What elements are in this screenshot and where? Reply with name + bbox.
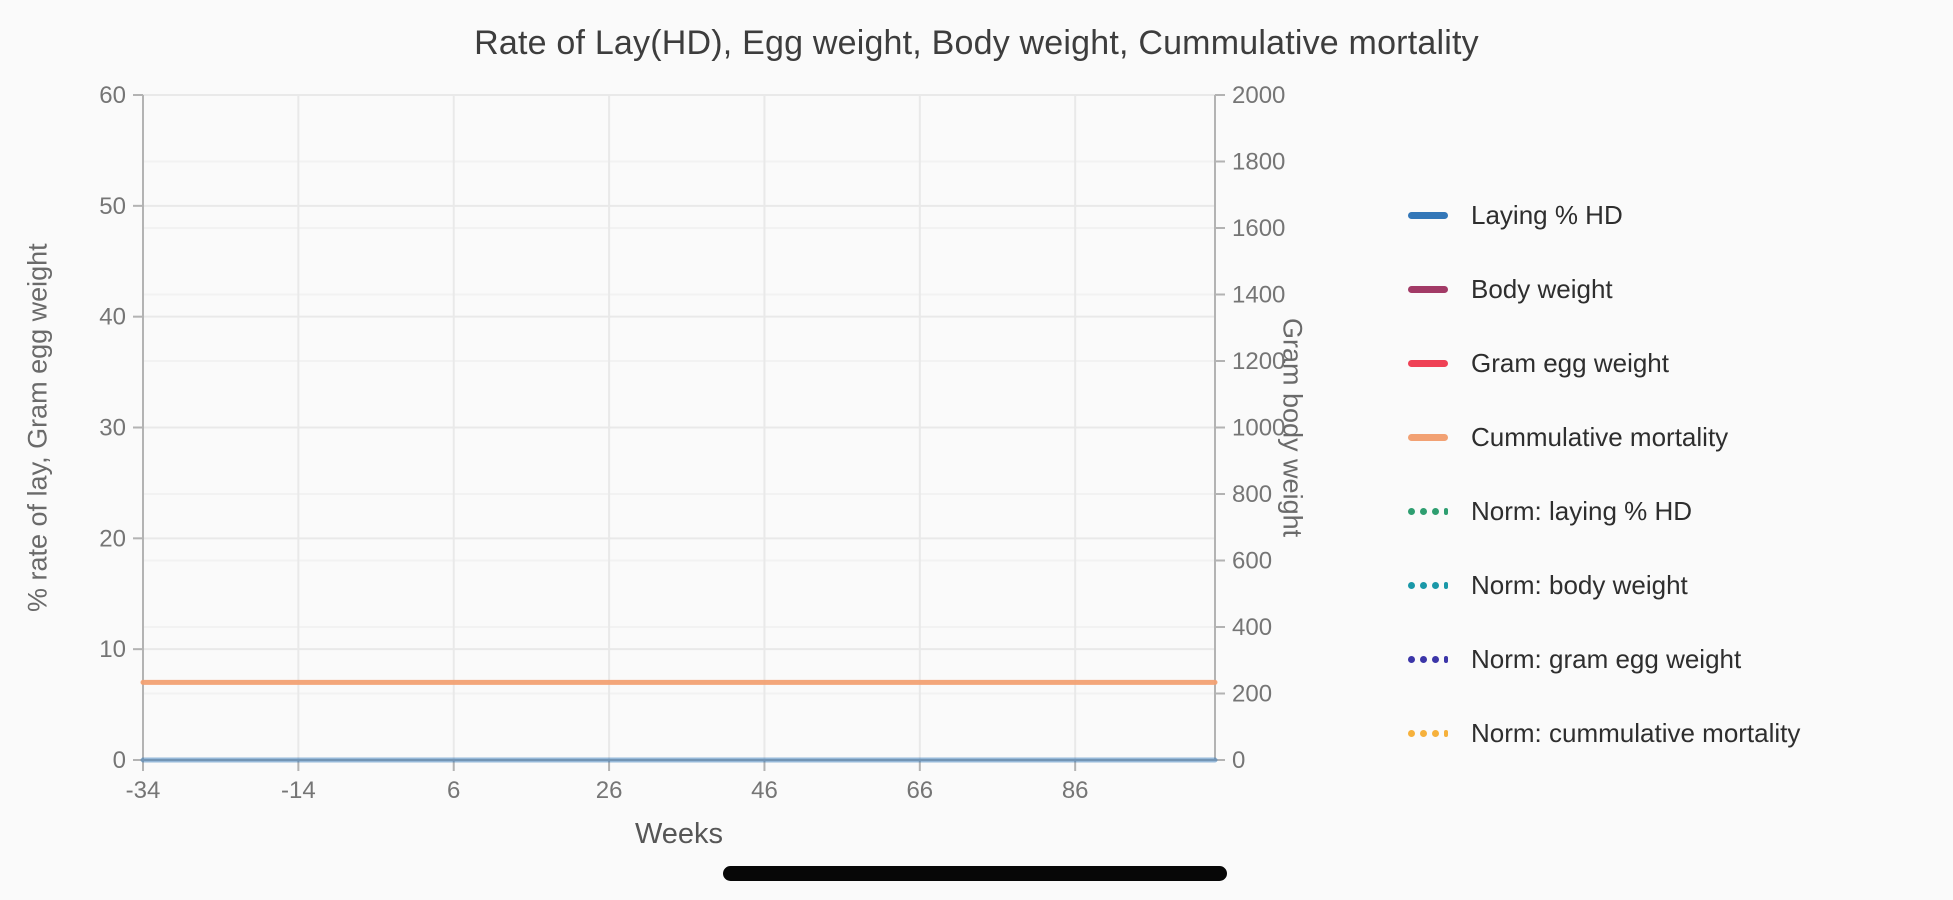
x-tick-label: 46 [751, 777, 778, 804]
x-tick-label: 86 [1062, 777, 1089, 804]
legend-item-norm-cummulative-mortality[interactable]: Norm: cummulative mortality [1408, 717, 1801, 748]
y-axis-right-title: Gram body weight [1277, 317, 1308, 538]
legend: Laying % HD Body weight Gram egg weight … [1408, 199, 1801, 748]
x-tick-label: 26 [596, 777, 623, 804]
y-right-tick-label: 800 [1232, 481, 1272, 508]
legend-item-label: Cummulative mortality [1471, 421, 1729, 452]
legend-swatch-solid-icon [1408, 433, 1448, 441]
legend-dot [1432, 729, 1439, 737]
legend-item-norm-gram-egg-weight[interactable]: Norm: gram egg weight [1408, 643, 1800, 674]
y-right-tick-label: 1600 [1232, 215, 1285, 242]
legend-item-label: Norm: laying % HD [1471, 495, 1693, 526]
legend-swatch-solid-icon [1408, 285, 1448, 293]
legend-dot [1408, 655, 1415, 663]
y-right-tick-label: 1400 [1232, 282, 1285, 309]
legend-dot [1444, 655, 1448, 663]
chart-canvas[interactable]: 0102030405060020040060080010001200140016… [0, 0, 1360, 860]
x-tick-label: -14 [281, 777, 316, 804]
legend-item-cummulative-mortality[interactable]: Cummulative mortality [1408, 421, 1800, 452]
y-left-tick-label: 40 [99, 304, 126, 331]
legend-dot [1408, 729, 1415, 737]
legend-item-label: Norm: gram egg weight [1471, 643, 1742, 674]
legend-swatch-solid-icon [1408, 359, 1448, 367]
y-right-tick-label: 2000 [1232, 82, 1285, 109]
chart-title: Rate of Lay(HD), Egg weight, Body weight… [474, 24, 1479, 62]
y-axis-left-title: % rate of lay, Gram egg weight [22, 243, 53, 612]
y-left-tick-label: 50 [99, 193, 126, 220]
y-left-tick-label: 10 [99, 636, 126, 663]
y-right-tick-label: 1200 [1232, 348, 1285, 375]
legend-item-body-weight[interactable]: Body weight [1408, 273, 1800, 304]
legend-dot [1432, 581, 1439, 589]
legend-swatch-dotted-icon [1408, 581, 1448, 589]
y-right-tick-label: 400 [1232, 614, 1272, 641]
y-right-tick-label: 1000 [1232, 415, 1285, 442]
y-left-tick-label: 20 [99, 525, 126, 552]
y-right-tick-label: 0 [1232, 747, 1245, 774]
legend-dot [1408, 581, 1415, 589]
legend-dot [1432, 655, 1439, 663]
x-tick-label: 66 [906, 777, 933, 804]
legend-dot [1420, 507, 1427, 515]
x-axis-title: Weeks [634, 818, 724, 850]
y-left-tick-label: 0 [113, 747, 126, 774]
legend-swatch-dotted-icon [1408, 655, 1448, 663]
legend-dot [1420, 581, 1427, 589]
legend-item-gram-egg-weight[interactable]: Gram egg weight [1408, 347, 1800, 378]
legend-dot [1420, 729, 1427, 737]
x-tick-label: -34 [126, 777, 161, 804]
legend-swatch-dotted-icon [1408, 729, 1448, 737]
legend-dot [1420, 655, 1427, 663]
y-right-tick-label: 600 [1232, 548, 1272, 575]
legend-item-label: Norm: body weight [1471, 569, 1688, 600]
legend-item-label: Gram egg weight [1471, 347, 1669, 378]
home-indicator-bar [723, 866, 1227, 881]
legend-item-norm-body-weight[interactable]: Norm: body weight [1408, 569, 1800, 600]
legend-item-label: Laying % HD [1471, 199, 1623, 230]
legend-swatch-dotted-icon [1408, 507, 1448, 515]
x-tick-label: 6 [447, 777, 460, 804]
y-left-tick-label: 60 [99, 82, 126, 109]
legend-dot [1408, 507, 1415, 515]
y-left-tick-label: 30 [99, 415, 126, 442]
legend-dot [1444, 729, 1448, 737]
legend-item-norm-laying-pct-hd[interactable]: Norm: laying % HD [1408, 495, 1800, 526]
y-right-tick-label: 1800 [1232, 149, 1285, 176]
legend-item-label: Norm: cummulative mortality [1471, 717, 1801, 748]
legend-item-label: Body weight [1471, 273, 1613, 304]
legend-swatch-solid-icon [1408, 211, 1448, 219]
legend-item-laying-pct-hd[interactable]: Laying % HD [1408, 199, 1800, 230]
legend-dot [1444, 507, 1448, 515]
legend-dot [1444, 581, 1448, 589]
legend-dot [1432, 507, 1439, 515]
y-right-tick-label: 200 [1232, 681, 1272, 708]
